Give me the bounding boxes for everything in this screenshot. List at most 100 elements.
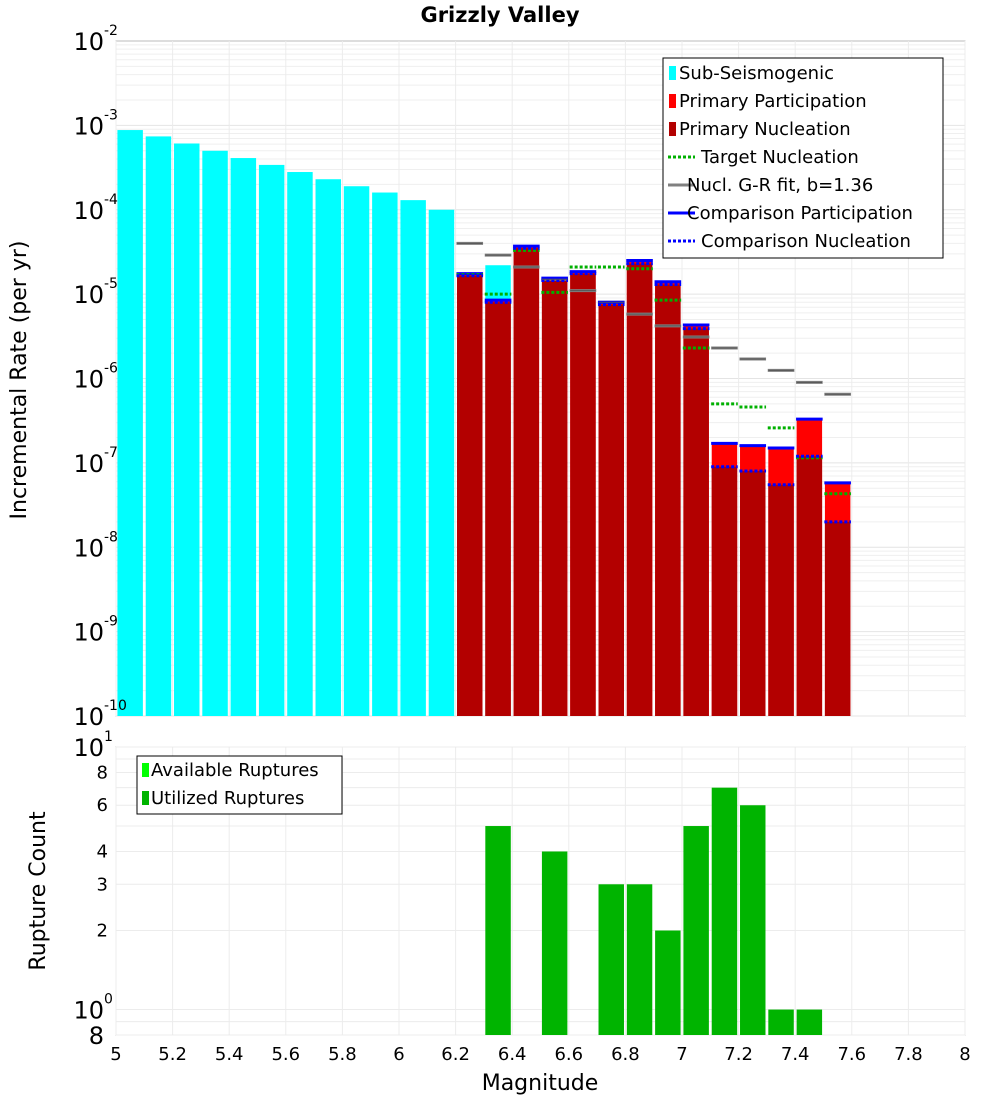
legend-swatch <box>142 763 149 777</box>
y-tick-label: 10 -8 <box>73 529 118 562</box>
legend-label: Comparison Participation <box>687 203 913 224</box>
primary-nucleation-bar <box>711 466 738 716</box>
y-tick-base: 8 <box>89 1022 104 1050</box>
x-tick-label: 7 <box>676 1044 687 1065</box>
y-tick-value: 6 <box>97 795 108 816</box>
y-tick-base: 10 <box>73 997 104 1025</box>
y-tick-label: 10 -5 <box>73 276 118 309</box>
x-tick-label: 7.2 <box>724 1044 753 1065</box>
y-tick-base: 10 <box>73 112 104 140</box>
utilized-ruptures-bar <box>740 805 766 1035</box>
count-y-axis-label: Rupture Count <box>26 811 51 971</box>
y-tick-label: 4 <box>97 841 108 862</box>
y-tick-base: 10 <box>73 450 104 478</box>
x-tick-label: 5 <box>110 1044 121 1065</box>
count-bars <box>485 787 823 1035</box>
legend-item: Comparison Nucleation <box>668 231 911 252</box>
y-tick-base: 10 <box>73 197 104 225</box>
y-tick-value: 2 <box>97 921 108 942</box>
y-tick-base: 10 <box>73 366 104 394</box>
primary-nucleation-bar <box>570 273 596 716</box>
sub-seismogenic-bar <box>343 186 370 716</box>
y-tick-exponent: -10 <box>104 698 127 714</box>
rate-legend: Sub-Seismogenic Primary Participation Prim… <box>662 57 944 259</box>
legend-item: Primary Participation <box>669 91 867 112</box>
x-tick-label: 5.8 <box>328 1044 357 1065</box>
legend-item: Available Ruptures <box>142 760 319 781</box>
legend-label: Primary Participation <box>679 91 867 112</box>
y-tick-label: 8 <box>89 1022 104 1050</box>
x-tick-label: 6.6 <box>554 1044 583 1065</box>
x-tick-label: 6.4 <box>498 1044 527 1065</box>
primary-nucleation-bar <box>768 484 794 716</box>
x-tick-label: 6.2 <box>441 1044 470 1065</box>
y-tick-label: 10 -7 <box>73 445 118 478</box>
y-tick-label: 6 <box>97 795 108 816</box>
y-tick-label: 10 -4 <box>73 192 118 225</box>
legend-label: Target Nucleation <box>700 147 859 168</box>
legend-label: Primary Nucleation <box>679 119 851 140</box>
rate-line-markers <box>456 241 851 524</box>
x-tick-label: 5.6 <box>271 1044 300 1065</box>
legend-item: Utilized Ruptures <box>142 788 304 809</box>
chart-title: Grizzly Valley <box>420 3 579 27</box>
sub-seismogenic-bar <box>400 200 426 716</box>
sub-seismogenic-bar <box>287 172 313 716</box>
legend-box <box>136 755 343 815</box>
legend-label: Comparison Nucleation <box>701 231 911 252</box>
y-tick-label: 10 -3 <box>73 107 118 140</box>
y-tick-label: 2 <box>97 921 108 942</box>
legend-label: Sub-Seismogenic <box>679 63 834 84</box>
primary-nucleation-bar <box>796 456 823 716</box>
sub-seismogenic-bar <box>372 192 398 717</box>
primary-nucleation-bar <box>485 302 511 716</box>
legend-item: Nucl. G-R fit, b=1.36 <box>668 175 873 196</box>
utilized-ruptures-bar <box>655 930 681 1035</box>
x-tick-label: 6.8 <box>611 1044 640 1065</box>
legend-item: Comparison Participation <box>668 203 913 224</box>
y-tick-exponent: -4 <box>104 192 118 208</box>
primary-nucleation-bar <box>655 284 681 716</box>
y-tick-value: 4 <box>97 841 108 862</box>
y-tick-exponent: -9 <box>104 614 118 630</box>
primary-nucleation-bar <box>740 471 766 716</box>
y-tick-exponent: 1 <box>104 729 113 745</box>
y-tick-exponent: -8 <box>104 529 118 545</box>
sub-seismogenic-bar <box>202 150 228 716</box>
y-tick-label: 10 0 <box>73 992 112 1025</box>
utilized-ruptures-bar <box>626 884 653 1035</box>
count-legend: Available Ruptures Utilized Ruptures <box>136 755 343 815</box>
legend-box <box>662 57 944 259</box>
primary-nucleation-bar <box>626 263 653 716</box>
y-tick-exponent: -6 <box>104 361 118 377</box>
primary-nucleation-bar <box>541 280 568 716</box>
rate-bars <box>117 130 851 717</box>
primary-nucleation-bar <box>598 304 624 716</box>
y-tick-label: 10 -6 <box>73 361 118 394</box>
legend-swatch <box>142 791 149 805</box>
legend-item: Primary Nucleation <box>669 119 851 140</box>
y-tick-base: 10 <box>73 281 104 309</box>
y-tick-base: 10 <box>73 703 104 731</box>
sub-seismogenic-bar <box>145 136 172 716</box>
utilized-ruptures-bar <box>598 884 624 1035</box>
primary-nucleation-bar <box>513 248 540 717</box>
y-tick-exponent: 0 <box>104 992 113 1008</box>
utilized-ruptures-bar <box>796 1009 823 1035</box>
primary-nucleation-bar <box>457 275 483 716</box>
x-tick-label: 5.2 <box>158 1044 187 1065</box>
y-tick-base: 10 <box>73 28 104 56</box>
utilized-ruptures-bar <box>485 826 511 1035</box>
sub-seismogenic-bar <box>174 143 200 716</box>
y-tick-base: 10 <box>73 734 104 762</box>
y-tick-label: 10 -10 <box>73 698 126 731</box>
legend-swatch <box>669 66 676 80</box>
y-tick-label: 10 -2 <box>73 23 118 56</box>
legend-item: Target Nucleation <box>668 147 859 168</box>
primary-nucleation-bar <box>683 328 709 716</box>
rate-y-ticks: 10-210-310-410-510-610-710-810-910-10 <box>73 23 126 731</box>
y-tick-label: 8 <box>97 762 108 783</box>
